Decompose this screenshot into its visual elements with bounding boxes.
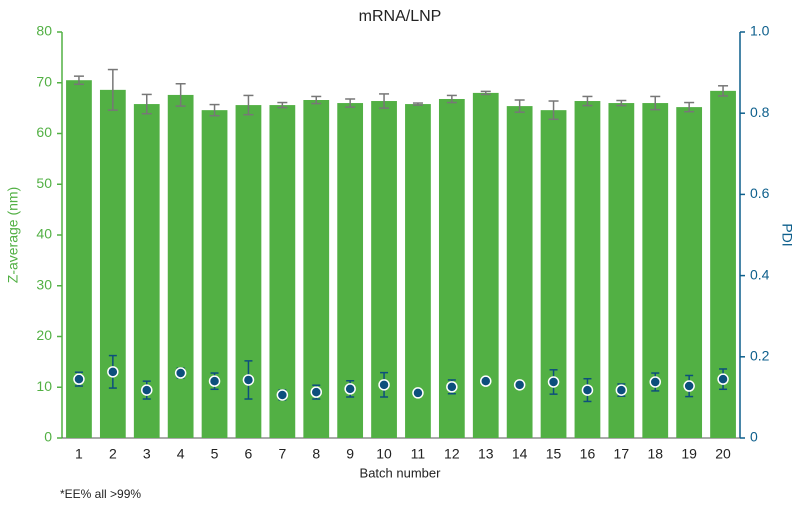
error-bar bbox=[107, 68, 118, 111]
y2-axis-title: PDI bbox=[779, 223, 795, 246]
x-tick-label: 10 bbox=[376, 446, 392, 462]
error-bar bbox=[718, 85, 729, 97]
x-axis-title: Batch number bbox=[360, 465, 442, 480]
y2-tick-label: 0 bbox=[750, 429, 758, 445]
point bbox=[581, 384, 594, 396]
x-tick-label: 17 bbox=[614, 446, 630, 462]
bar bbox=[167, 94, 194, 439]
footnote: *EE% all >99% bbox=[60, 487, 141, 501]
error-bar bbox=[175, 83, 186, 107]
y2-tick-label: 0.8 bbox=[750, 104, 770, 120]
x-tick-label: 2 bbox=[109, 446, 117, 462]
x-tick-label: 5 bbox=[211, 446, 219, 462]
y-tick-label: 70 bbox=[36, 73, 52, 89]
bar bbox=[608, 103, 635, 439]
point bbox=[547, 376, 560, 388]
y2-tick-label: 1.0 bbox=[750, 23, 770, 39]
y-tick-label: 30 bbox=[36, 276, 52, 292]
error-bar bbox=[141, 93, 152, 115]
y-axis-title: Z-average (nm) bbox=[5, 187, 21, 283]
bar bbox=[405, 104, 431, 438]
x-tick-label: 14 bbox=[512, 446, 528, 462]
x-tick-label: 8 bbox=[312, 446, 320, 462]
y-tick-label: 10 bbox=[36, 378, 52, 394]
x-tick-label: 9 bbox=[346, 446, 354, 462]
x-tick-label: 19 bbox=[681, 446, 697, 462]
error-bar bbox=[650, 95, 661, 111]
point bbox=[412, 387, 424, 399]
point bbox=[242, 374, 255, 386]
x-tick-label: 3 bbox=[143, 446, 151, 462]
bar bbox=[303, 100, 330, 438]
y-tick-label: 80 bbox=[36, 23, 52, 39]
point bbox=[276, 389, 289, 401]
x-tick-label: 20 bbox=[715, 446, 731, 462]
point bbox=[107, 366, 119, 378]
point bbox=[141, 384, 153, 396]
y-tick-label: 50 bbox=[36, 175, 52, 191]
point bbox=[717, 373, 729, 385]
error-bar bbox=[514, 99, 525, 113]
x-tick-label: 11 bbox=[411, 446, 426, 462]
x-tick-label: 15 bbox=[546, 446, 562, 462]
y2-tick-label: 0.2 bbox=[750, 348, 770, 364]
error-bar bbox=[345, 98, 356, 108]
point bbox=[446, 381, 458, 393]
point bbox=[73, 373, 85, 385]
point bbox=[174, 367, 187, 379]
error-bar bbox=[379, 93, 390, 109]
y-tick-label: 20 bbox=[36, 327, 52, 343]
y2-tick-label: 0.6 bbox=[750, 185, 770, 201]
error-bar bbox=[582, 95, 593, 107]
point bbox=[513, 379, 526, 391]
x-tick-label: 18 bbox=[647, 446, 663, 462]
x-tick-label: 1 bbox=[75, 446, 83, 462]
point bbox=[378, 379, 390, 391]
error-bar bbox=[277, 101, 288, 109]
error-bar bbox=[616, 99, 627, 107]
x-tick-label: 13 bbox=[478, 446, 494, 462]
y-tick-label: 60 bbox=[36, 124, 52, 140]
point bbox=[310, 386, 322, 398]
chart-title: mRNA/LNP bbox=[359, 8, 442, 25]
x-tick-label: 16 bbox=[580, 446, 596, 462]
error-bar bbox=[73, 75, 84, 86]
y-tick-label: 40 bbox=[36, 226, 52, 242]
error-bar bbox=[548, 100, 559, 121]
point bbox=[683, 380, 695, 392]
error-bar bbox=[243, 94, 254, 116]
x-tick-label: 7 bbox=[278, 446, 286, 462]
error-bar bbox=[480, 90, 491, 96]
error-bar bbox=[446, 94, 457, 104]
error-bar bbox=[209, 103, 220, 117]
x-tick-label: 6 bbox=[245, 446, 253, 462]
y2-tick-label: 0.4 bbox=[750, 266, 770, 282]
error-bar bbox=[311, 95, 322, 105]
error-bar bbox=[684, 101, 695, 113]
x-tick-label: 12 bbox=[444, 446, 460, 462]
point bbox=[615, 384, 628, 396]
point bbox=[344, 383, 356, 395]
error-bar bbox=[412, 102, 423, 106]
bar bbox=[269, 105, 296, 438]
point bbox=[649, 376, 661, 388]
point bbox=[480, 375, 492, 387]
x-tick-label: 4 bbox=[177, 446, 185, 462]
y-tick-label: 0 bbox=[44, 429, 52, 445]
point bbox=[208, 375, 221, 387]
